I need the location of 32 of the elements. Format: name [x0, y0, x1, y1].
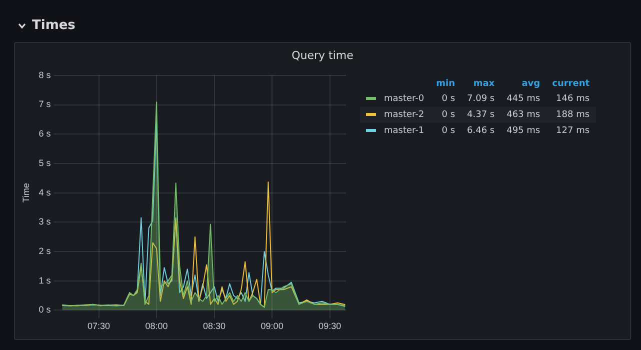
chart-subtitle: Times	[32, 18, 76, 33]
legend-label: master-0	[383, 93, 426, 106]
y-tick-label: 7 s	[38, 99, 52, 110]
text: 146 ms	[555, 93, 591, 106]
text: max	[472, 78, 496, 91]
text: min	[435, 78, 456, 91]
text: 0 s	[440, 93, 456, 106]
text: 7.09 s	[466, 93, 496, 106]
text: 445 ms	[506, 93, 542, 106]
x-tick-label: 08:00	[145, 321, 168, 332]
x-tick-label: 09:30	[318, 321, 342, 332]
y-tick-label: 5 s	[38, 158, 52, 168]
y-tick-label: 0 s	[38, 304, 52, 315]
text: 6.46 s	[466, 125, 496, 138]
x-tick-label: 07:30	[88, 321, 110, 332]
text: 495 ms	[506, 125, 542, 138]
y-tick-label: 8 s	[38, 70, 52, 80]
text: current	[551, 78, 591, 91]
y-axis-title: Time	[20, 182, 31, 203]
x-tick-label: 08:30	[203, 321, 226, 332]
text: 127 ms	[555, 125, 591, 138]
chart-title: Query time	[290, 49, 354, 62]
text: 0 s	[440, 125, 456, 138]
y-tick-label: 1 s	[38, 275, 52, 286]
text: avg	[520, 78, 542, 91]
y-tick-label: 4 s	[38, 187, 52, 198]
y-tick-label: 6 s	[38, 128, 52, 139]
y-tick-label: 2 s	[38, 246, 52, 256]
legend-label: master-2	[383, 109, 426, 122]
legend-label: master-1	[383, 125, 426, 138]
y-tick-label: 3 s	[38, 216, 52, 227]
x-tick-label: 09:00	[260, 321, 284, 332]
